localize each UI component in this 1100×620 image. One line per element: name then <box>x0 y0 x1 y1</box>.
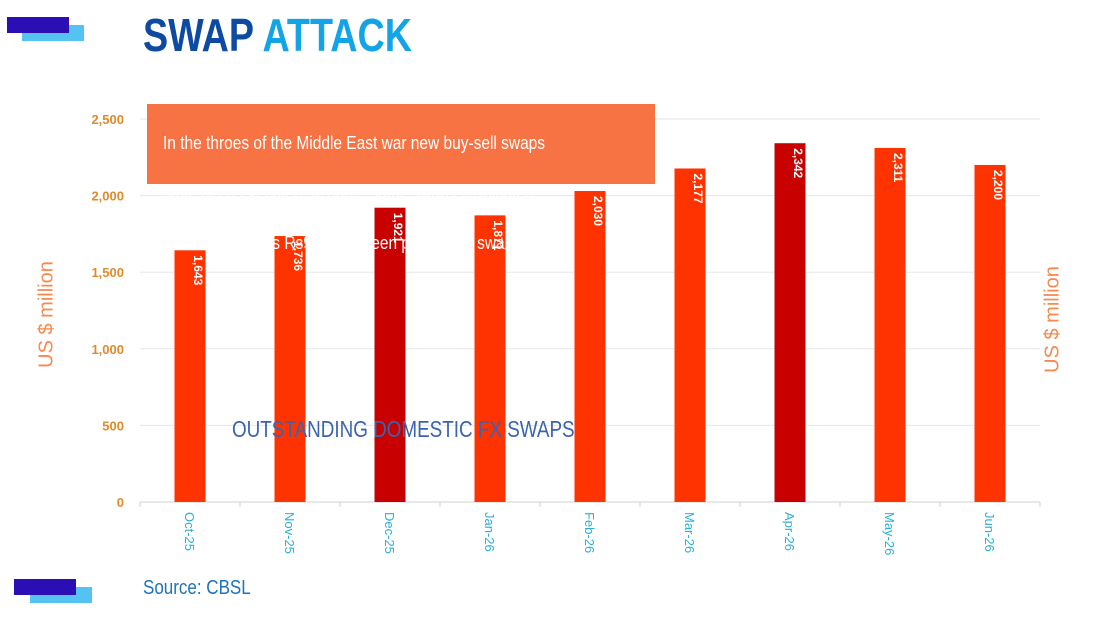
bar <box>774 143 806 502</box>
x-tick-label: Feb-26 <box>582 512 597 553</box>
annotation-line-3: In the six months Rs9bn has been printed… <box>163 233 526 253</box>
chart-inner-label: OUTSTANDING DOMESTIC FX SWAPS <box>232 416 575 442</box>
bar-value-label: 1,736 <box>291 241 305 271</box>
bar <box>374 207 406 502</box>
bar-value-label: 1,871 <box>491 220 505 250</box>
bar <box>574 191 606 502</box>
annotation-line-2: have been executed. In June, some swaps … <box>163 183 539 203</box>
y-axis-label-left: US $ million <box>35 261 58 368</box>
bar <box>174 250 206 502</box>
bar <box>274 236 306 502</box>
y-tick-label: 500 <box>102 418 124 433</box>
bar-value-label: 2,311 <box>891 153 905 183</box>
bar-value-label: 2,342 <box>791 148 805 178</box>
x-tick-label: Jan-26 <box>482 512 497 552</box>
bar <box>974 164 1006 502</box>
bar-value-label: 1,921 <box>391 213 405 243</box>
top-accent-dark <box>7 17 69 33</box>
bar <box>474 215 506 502</box>
page-title: SWAP ATTACK <box>143 8 412 62</box>
bar <box>674 168 706 503</box>
x-tick-label: May-26 <box>882 512 897 555</box>
x-tick-label: Jun-26 <box>982 512 997 552</box>
bar-value-label: 2,200 <box>991 170 1005 200</box>
x-tick-label: Oct-25 <box>182 512 197 551</box>
bottom-accent-dark <box>14 579 76 595</box>
title-word-1: SWAP <box>143 9 254 61</box>
annotation-line-1: In the throes of the Middle East war new… <box>163 133 546 153</box>
y-tick-label: 0 <box>117 495 124 510</box>
bar-value-label: 2,030 <box>591 196 605 226</box>
source-note: Source: CBSL <box>143 577 251 599</box>
bar-value-label: 1,643 <box>191 255 205 285</box>
bar-value-label: 2,177 <box>691 173 705 203</box>
y-tick-label: 1,000 <box>91 342 124 357</box>
x-tick-label: Mar-26 <box>682 512 697 553</box>
y-axis-label-right: US $ million <box>1041 266 1064 373</box>
y-tick-label: 2,500 <box>91 112 124 127</box>
bar <box>874 147 906 502</box>
title-word-2: ATTACK <box>262 9 412 61</box>
x-tick-label: Dec-25 <box>382 512 397 554</box>
y-tick-label: 2,000 <box>91 189 124 204</box>
annotation-box: In the throes of the Middle East war new… <box>147 104 655 253</box>
y-tick-label: 1,500 <box>91 265 124 280</box>
x-tick-label: Nov-25 <box>282 512 297 554</box>
x-tick-label: Apr-26 <box>782 512 797 551</box>
